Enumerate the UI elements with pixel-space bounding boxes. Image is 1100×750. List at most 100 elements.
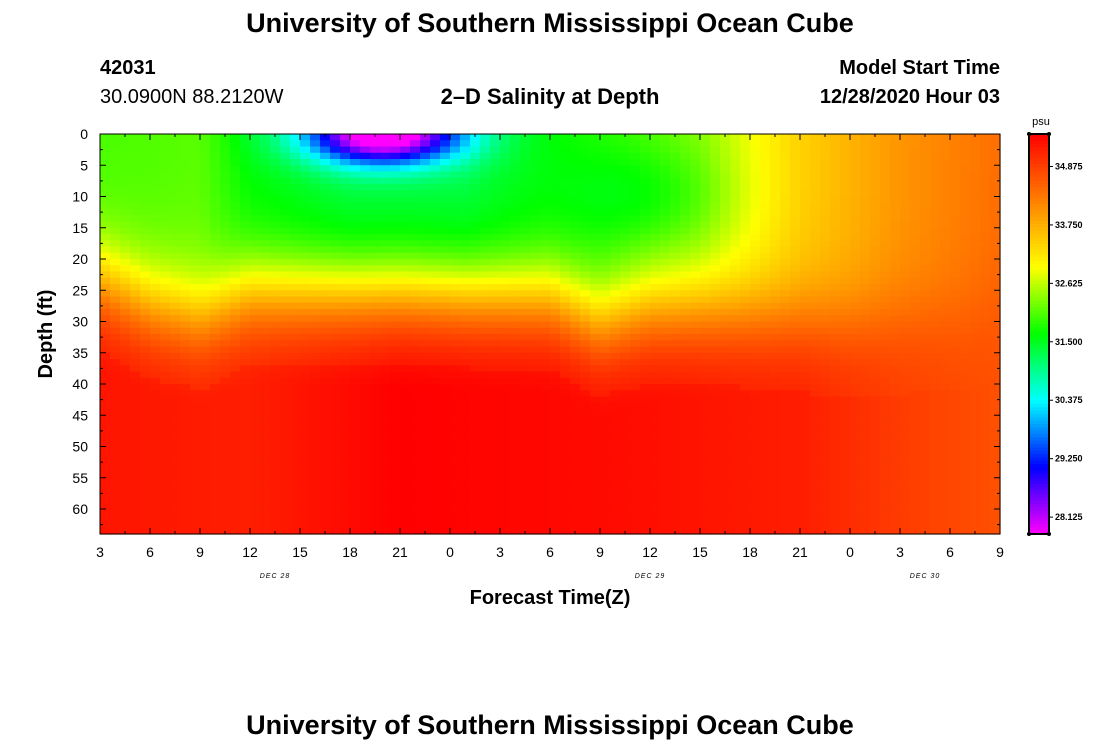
heatmap-cell: [980, 396, 991, 404]
heatmap-cell: [270, 402, 281, 410]
heatmap-cell: [750, 209, 761, 216]
heatmap-cell: [300, 152, 311, 160]
heatmap-cell: [920, 440, 931, 448]
heatmap-cell: [600, 465, 611, 473]
heatmap-cell: [160, 384, 171, 391]
heatmap-cell: [300, 209, 311, 216]
heatmap-cell: [900, 202, 911, 210]
heatmap-cell: [970, 246, 981, 254]
heatmap-cell: [210, 277, 221, 285]
heatmap-cell: [280, 177, 291, 185]
heatmap-cell: [570, 296, 581, 304]
heatmap-cell: [450, 465, 461, 473]
heatmap-cell: [690, 202, 701, 210]
heatmap-cell: [410, 196, 421, 204]
heatmap-cell: [910, 209, 921, 216]
heatmap-cell: [750, 427, 761, 435]
heatmap-cell: [860, 402, 871, 410]
heatmap-cell: [580, 290, 591, 298]
heatmap-cell: [720, 465, 731, 473]
heatmap-cell: [540, 265, 551, 273]
heatmap-cell: [540, 377, 551, 385]
heatmap-cell: [900, 309, 911, 316]
heatmap-cell: [400, 465, 411, 473]
heatmap-cell: [720, 202, 731, 210]
heatmap-cell: [900, 352, 911, 360]
heatmap-cell: [960, 190, 971, 198]
heatmap-cell: [640, 434, 651, 441]
heatmap-cell: [870, 215, 881, 223]
heatmap-cell: [850, 346, 861, 354]
heatmap-cell: [930, 409, 941, 416]
heatmap-cell: [810, 396, 821, 404]
heatmap-cell: [800, 452, 811, 460]
heatmap-cell: [320, 159, 331, 166]
heatmap-cell: [610, 440, 621, 448]
heatmap-cell: [230, 334, 241, 341]
heatmap-cell: [570, 227, 581, 235]
heatmap-cell: [970, 190, 981, 198]
heatmap-cell: [710, 340, 721, 348]
heatmap-cell: [770, 327, 781, 335]
heatmap-cell: [990, 296, 1001, 304]
heatmap-cell: [230, 284, 241, 291]
heatmap-cell: [550, 390, 561, 398]
heatmap-cell: [830, 234, 841, 241]
heatmap-cell: [680, 252, 691, 260]
heatmap-cell: [210, 415, 221, 423]
heatmap-cell: [340, 184, 351, 191]
heatmap-cell: [880, 327, 891, 335]
heatmap-cell: [330, 190, 341, 198]
heatmap-cell: [910, 421, 921, 429]
heatmap-cell: [370, 165, 381, 173]
heatmap-cell: [680, 352, 691, 360]
heatmap-cell: [860, 340, 871, 348]
heatmap-cell: [720, 402, 731, 410]
heatmap-cell: [400, 402, 411, 410]
heatmap-cell: [540, 302, 551, 310]
heatmap-cell: [570, 215, 581, 223]
heatmap-cell: [970, 259, 981, 266]
heatmap-cell: [270, 302, 281, 310]
heatmap-cell: [260, 377, 271, 385]
heatmap-cell: [270, 146, 281, 154]
heatmap-cell: [570, 346, 581, 354]
heatmap-cell: [770, 402, 781, 410]
heatmap-cell: [520, 446, 531, 454]
heatmap-cell: [520, 359, 531, 366]
heatmap-cell: [950, 371, 961, 379]
heatmap-cell: [250, 165, 261, 173]
heatmap-cell: [840, 309, 851, 316]
heatmap-cell: [770, 165, 781, 173]
heatmap-cell: [340, 409, 351, 416]
heatmap-cell: [910, 265, 921, 273]
heatmap-cell: [330, 434, 341, 441]
heatmap-cell: [510, 296, 521, 304]
heatmap-cell: [240, 390, 251, 398]
heatmap-cell: [340, 471, 351, 479]
heatmap-cell: [790, 290, 801, 298]
heatmap-cell: [540, 146, 551, 154]
heatmap-cell: [320, 471, 331, 479]
heatmap-cell: [520, 184, 531, 191]
heatmap-cell: [350, 240, 361, 248]
heatmap-cell: [530, 415, 541, 423]
heatmap-cell: [320, 384, 331, 391]
heatmap-cell: [490, 196, 501, 204]
heatmap-cell: [880, 277, 891, 285]
heatmap-cell: [590, 302, 601, 310]
heatmap-cell: [580, 390, 591, 398]
heatmap-cell: [180, 396, 191, 404]
heatmap-cell: [110, 196, 121, 204]
heatmap-cell: [330, 327, 341, 335]
heatmap-cell: [950, 215, 961, 223]
heatmap-cell: [440, 146, 451, 154]
heatmap-cell: [370, 202, 381, 210]
heatmap-cell: [670, 190, 681, 198]
heatmap-cell: [360, 159, 371, 166]
heatmap-cell: [870, 221, 881, 229]
heatmap-cell: [640, 190, 651, 198]
heatmap-cell: [590, 171, 601, 179]
heatmap-cell: [420, 202, 431, 210]
heatmap-cell: [890, 402, 901, 410]
